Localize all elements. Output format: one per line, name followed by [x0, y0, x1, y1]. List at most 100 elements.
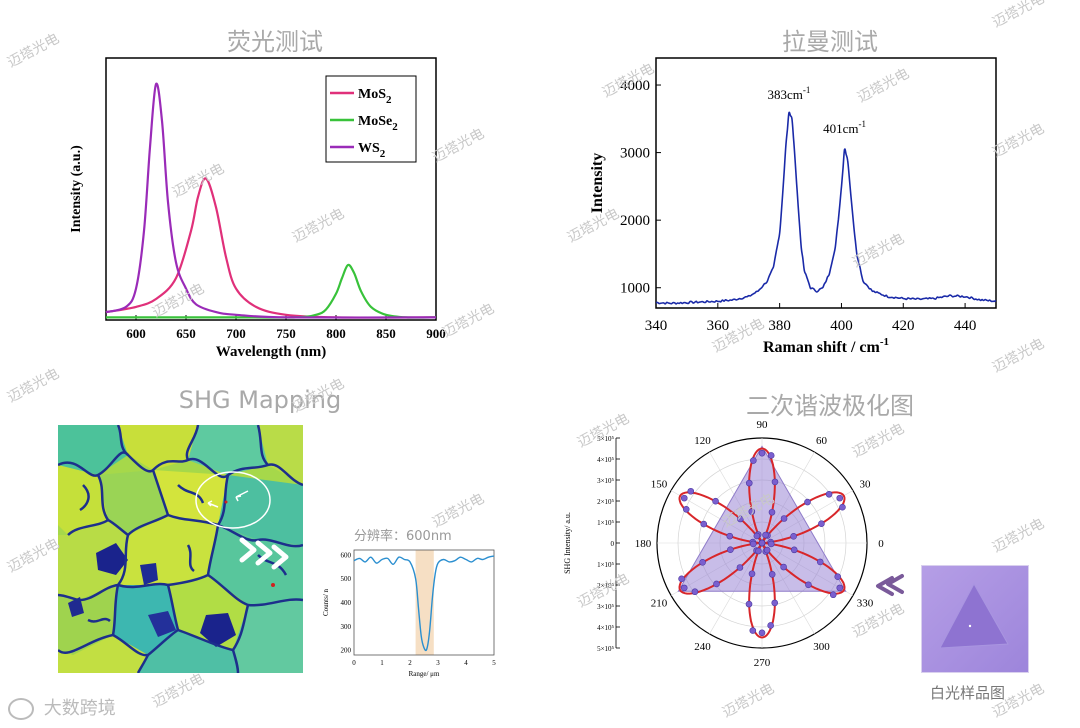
- triangle-flake: [939, 582, 1009, 649]
- polar-data-point: [691, 588, 699, 596]
- raman-x-axis-label: Raman shift / cm-1: [763, 336, 889, 356]
- polar-data-point: [790, 532, 797, 540]
- raman-y-tick-label: 1000: [620, 281, 650, 297]
- polar-data-point: [753, 532, 761, 540]
- pointer-arrows: [876, 574, 904, 596]
- profile-y-tick-label: 300: [341, 623, 352, 631]
- polar-data-point: [768, 508, 776, 516]
- polar-data-point: [736, 564, 744, 571]
- polar-data-point: [745, 600, 753, 608]
- raman-y-tick-label: 3000: [620, 146, 650, 162]
- pl-legend-label-main: MoS: [358, 87, 386, 102]
- raman-x-tick-label: 420: [892, 318, 915, 334]
- polar-data-point: [682, 505, 690, 513]
- polar-data-point: [805, 581, 812, 589]
- polar-angle-label: 300: [813, 641, 830, 653]
- pl-series-MoS2: [105, 177, 437, 319]
- polar-data-point: [737, 515, 744, 523]
- polar-angle-label: 240: [694, 641, 711, 653]
- polar-data-point: [768, 571, 776, 578]
- logo-icon: [8, 698, 34, 720]
- polar-r-tick-label: 2×10⁵: [597, 582, 614, 590]
- pl-legend-label: WS2: [358, 141, 386, 160]
- polar-data-point: [780, 563, 787, 571]
- polar-angle-label: 150: [651, 479, 668, 491]
- polar-data-point: [758, 539, 766, 547]
- polar-data-point: [771, 478, 779, 486]
- polar-data-point: [818, 520, 825, 527]
- pl-x-tick-label: 800: [326, 326, 346, 341]
- raman-x-tick-label: 360: [707, 318, 730, 334]
- raman-peak-annotation-main: 401cm: [823, 121, 858, 136]
- profile-x-tick-label: 3: [436, 659, 440, 667]
- shg-polar-title: 二次谐波极化图: [746, 392, 914, 420]
- polar-r-tick-label: 4×10⁵: [597, 624, 614, 632]
- polar-data-point: [804, 498, 811, 506]
- polar-angle-label: 0: [878, 538, 884, 550]
- raman-peak-annotation: 383cm-1: [767, 85, 810, 102]
- polar-angle-label: 120: [694, 435, 711, 447]
- raman-peak-annotation-sup: -1: [803, 85, 811, 95]
- white-light-caption: 白光样品图: [930, 684, 1006, 702]
- polar-data-point: [727, 546, 734, 554]
- watermark-text: 迈塔光电: [4, 365, 62, 407]
- profile-series-line: [353, 555, 495, 652]
- polar-angle-label: 330: [857, 598, 874, 610]
- pl-legend-label-main: MoSe: [358, 114, 392, 129]
- logo: 大数跨境: [8, 694, 116, 720]
- polar-r-tick-label: 2×10⁵: [597, 498, 614, 506]
- pl-x-tick-label: 850: [376, 326, 396, 341]
- polar-data-point: [750, 457, 757, 464]
- profile-x-tick-label: 1: [380, 659, 384, 667]
- polar-envelope-triangle: [677, 445, 847, 592]
- profile-y-tick-label: 600: [341, 551, 352, 559]
- polar-r-tick-label: 3×10⁵: [597, 477, 614, 485]
- raman-plot-frame: [655, 57, 997, 309]
- polar-data-point: [836, 584, 844, 592]
- polar-r-tick-label: 3×10⁵: [597, 603, 614, 611]
- raman-y-tick-label: 4000: [620, 78, 650, 94]
- watermark-text: 迈塔光电: [149, 670, 207, 712]
- profile-y-tick-label: 400: [341, 599, 352, 607]
- watermark-text: 迈塔光电: [4, 30, 62, 72]
- pl-x-tick-label: 900: [426, 326, 446, 341]
- polar-data-point: [834, 573, 842, 581]
- raman-peak-annotation: 401cm-1: [823, 119, 866, 136]
- raman-y-axis-label: Intensity: [589, 153, 606, 213]
- pl-legend-label-sub: 2: [392, 121, 398, 133]
- polar-r-tick-label: 5×10⁵: [597, 645, 614, 653]
- watermark-text: 迈塔光电: [989, 515, 1047, 557]
- profile-y-tick-label: 200: [341, 647, 352, 655]
- polar-r-axis-label: SHG Intensity/ a.u.: [563, 512, 572, 574]
- polar-data-point: [758, 449, 766, 457]
- polar-data-point: [713, 580, 720, 588]
- polar-data-point: [771, 599, 779, 607]
- profile-y-axis-label: Counts/ n: [322, 588, 330, 616]
- polar-data-point: [780, 515, 788, 522]
- polar-data-point: [749, 627, 757, 634]
- profile-y-tick-label: 500: [341, 575, 352, 583]
- polar-data-point: [678, 575, 685, 583]
- polar-data-point: [767, 622, 774, 629]
- pl-x-tick-label: 700: [226, 326, 246, 341]
- polar-data-point: [829, 591, 837, 599]
- polar-data-point: [790, 546, 798, 554]
- raman-x-tick-label: 440: [954, 318, 977, 334]
- raman-x-axis-label-sup: -1: [880, 336, 889, 348]
- raman-x-tick-label: 380: [768, 318, 791, 334]
- polar-data-point: [825, 490, 833, 498]
- shg-mapping-title: SHG Mapping: [178, 386, 342, 414]
- logo-text: 大数跨境: [43, 698, 116, 719]
- raman-peak-annotation-sup: -1: [858, 119, 866, 129]
- pl-series-WS2: [105, 82, 437, 319]
- polar-r-tick-label: 4×10⁵: [597, 456, 614, 464]
- polar-angle-label: 180: [635, 538, 652, 550]
- pl-title: 荧光测试: [227, 28, 323, 56]
- polar-r-tick-label: 1×10⁵: [597, 519, 614, 527]
- pl-chart: 600 650 700 750 800 850 900 Wavelength (nm) Inte…: [69, 57, 446, 360]
- shg-mapping-image: [58, 425, 303, 673]
- raman-chart: 340 360 380 400 420 440 1000 2000 3000 4000 Raman …: [589, 57, 997, 356]
- polar-data-point: [687, 487, 695, 495]
- polar-data-point: [763, 546, 771, 554]
- polar-r-tick-label: 5×10⁵: [597, 435, 614, 443]
